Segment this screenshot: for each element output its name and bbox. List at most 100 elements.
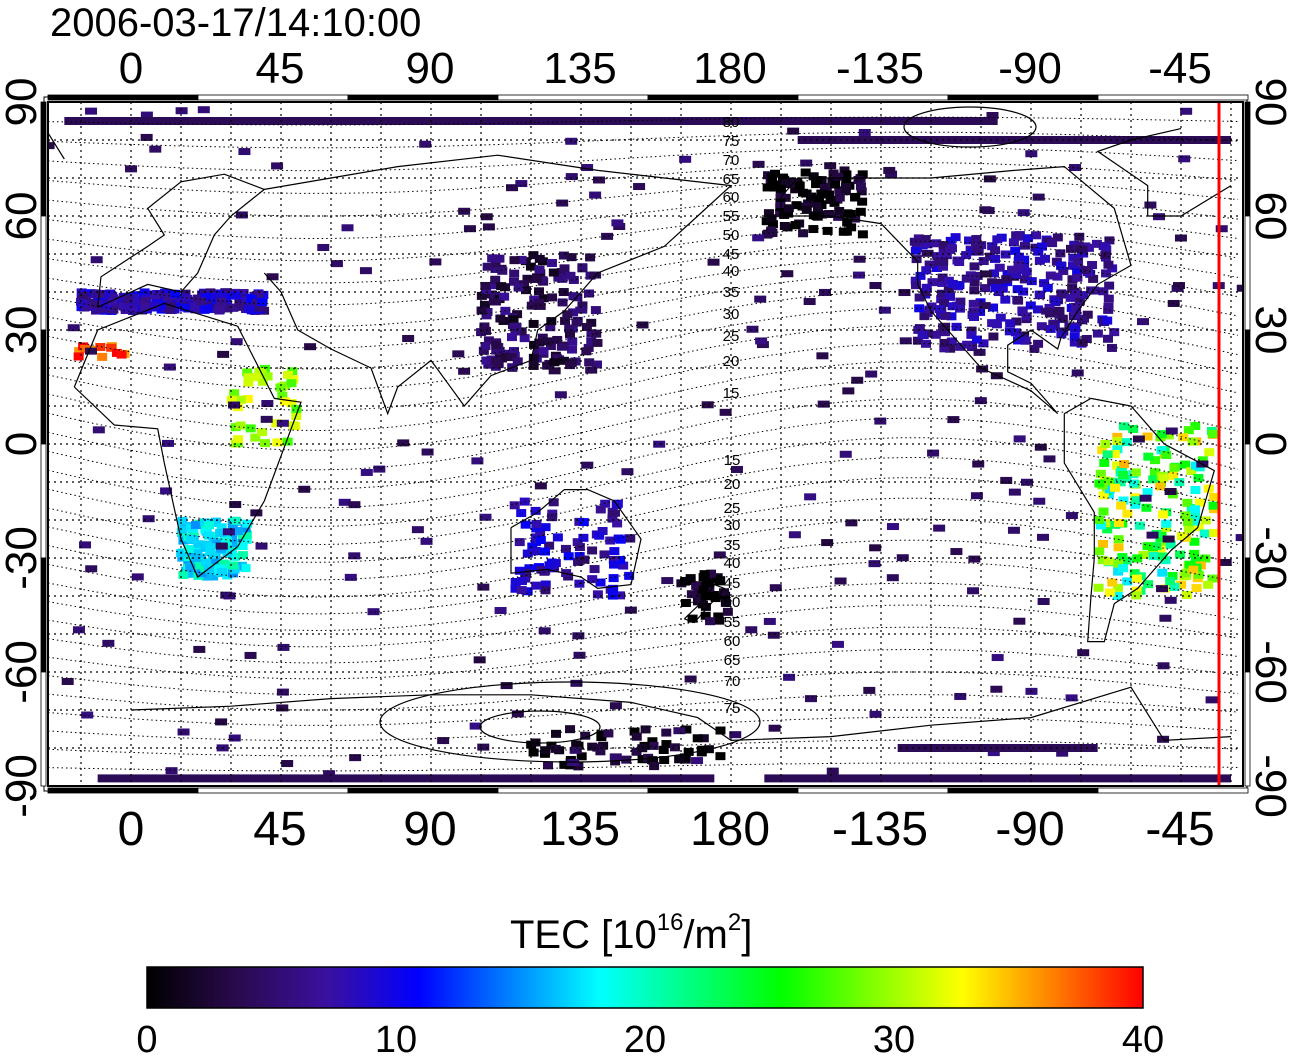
tec-pixel [1019,255,1030,264]
tec-pixel [534,287,545,296]
tec-pixel [914,304,925,313]
tec-pixel [980,284,991,293]
tec-pixel [988,303,999,312]
contour-label: 65 [724,652,741,669]
tec-pixel [945,344,956,353]
timestamp-title: 2006-03-17/14:10:00 [50,1,421,45]
tec-pixel [1149,468,1160,477]
tec-pixel [1032,305,1043,314]
tec-pixel [1020,336,1031,345]
tec-pixel [838,227,849,236]
tec-pixel [257,428,268,437]
tec-pixel [659,756,670,765]
tec-pixel [783,204,794,213]
tec-pixel [1109,450,1120,459]
tec-pixel [1037,597,1050,605]
tec-pixel [298,485,311,493]
tec-pixel [186,534,197,543]
tec-pixel [1174,234,1187,242]
tec-pixel [608,509,621,517]
tec-pixel [1013,252,1024,261]
tec-pixel [1187,437,1198,446]
tec-pixel [954,281,965,290]
tec-pixel [973,348,986,356]
tec-pixel [577,556,590,564]
tec-pixel [411,526,424,534]
tec-pixel [341,224,354,232]
tec-pixel [557,298,568,307]
tec-pixel [1148,551,1159,560]
tec-pixel [818,288,831,296]
tec-pixel [969,278,980,287]
tec-pixel [1161,450,1172,459]
tec-pixel [128,306,139,315]
tec-pixel [552,533,563,542]
tec-pixel [612,519,623,528]
tec-pixel [1164,596,1177,604]
tec-pixel [783,673,796,681]
tec-pixel [865,370,878,378]
tec-pixel [978,257,989,266]
tec-pixel [1150,456,1161,465]
tec-pixel [967,247,978,256]
tec-pixel [1155,482,1166,491]
tec-pixel [1110,483,1121,492]
tec-pixel [1033,247,1044,256]
tec-pixel [1113,518,1124,527]
tec-pixel [587,546,598,555]
tec-pixel [149,145,162,153]
tec-pixel [1065,694,1078,702]
tec-pixel [1157,568,1168,577]
tec-pixel [219,560,230,569]
tec-pixel [1142,542,1153,551]
tec-pixel [84,347,97,355]
tec-pixel [1104,485,1115,494]
bottom-lon-label: -45 [1145,803,1214,856]
tec-pixel [932,252,943,261]
contour-label: 75 [723,133,740,150]
tec-pixel [214,305,225,314]
tec-pixel [242,368,253,377]
tec-pixel [955,304,966,313]
tec-pixel [1100,251,1111,260]
tec-pixel [791,201,802,210]
colorbar-tick-label: 30 [873,1019,915,1057]
tec-pixel [1100,242,1111,251]
tec-pixel [483,360,494,369]
tec-pixel [933,257,944,266]
tec-pixel [1195,498,1206,507]
tec-pixel [715,726,726,735]
tec-pixel [526,301,537,310]
tec-pixel [527,542,538,551]
tec-pixel [241,530,252,539]
tec-pixel [816,352,829,360]
tec-pixel [1161,523,1172,532]
tec-pixel [790,221,801,230]
tec-pixel [746,325,759,333]
tec-pixel [1167,299,1180,307]
tec-pixel [608,584,619,593]
tec-pixel [227,539,238,548]
tec-pixel [230,291,241,300]
tec-pixel [1000,250,1011,259]
tec-pixel [798,188,809,197]
tec-pixel [229,389,240,398]
tec-pixel [1121,438,1132,447]
tec-pixel [560,316,571,325]
tec-pixel [1008,488,1021,496]
tec-pixel [272,438,283,447]
tec-pixel [794,181,805,190]
tec-pixel [878,306,891,314]
tec-pixel [490,281,501,290]
tec-pixel [510,578,521,587]
tec-pixel [1073,257,1084,266]
tec-pixel [509,347,520,356]
tec-pixel [196,297,207,306]
tec-pixel [565,271,576,280]
tec-pixel [1072,268,1083,277]
tec-pixel [509,256,520,265]
tec-pixel [943,285,954,294]
tec-pixel [567,337,578,346]
tec-pixel [1186,466,1197,475]
tec-pixel [254,367,265,376]
